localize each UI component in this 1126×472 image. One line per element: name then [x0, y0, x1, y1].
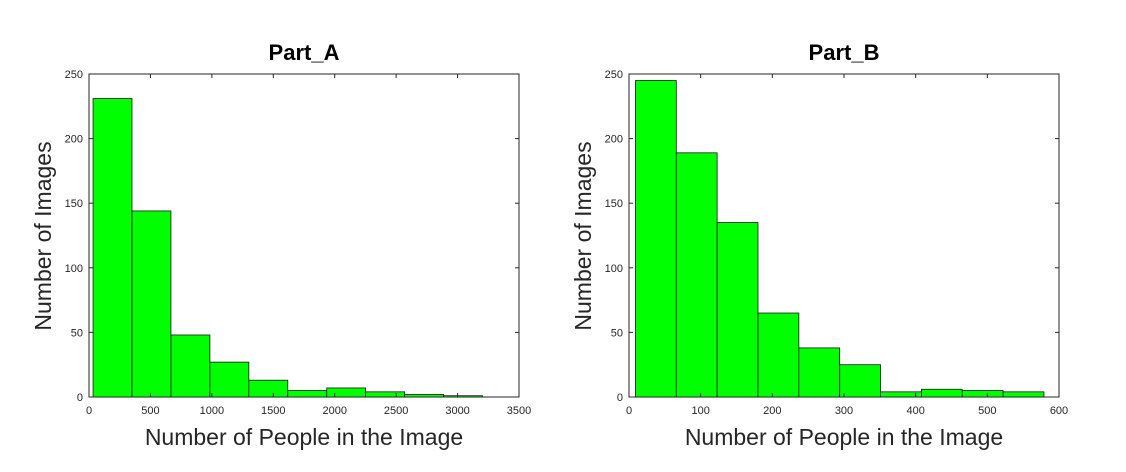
- x-tick-label: 0: [626, 405, 632, 417]
- y-tick-label: 0: [77, 392, 83, 404]
- x-tick-label: 2000: [322, 405, 346, 417]
- histogram-bar: [635, 80, 677, 398]
- x-tick-label: 2500: [384, 405, 408, 417]
- histogram-bar: [961, 390, 1004, 398]
- x-tick-label: 500: [978, 405, 996, 417]
- x-tick-label: 500: [141, 405, 159, 417]
- histogram-bar: [365, 391, 406, 398]
- x-tick-label: 400: [906, 405, 924, 417]
- x-tick-label: 100: [691, 405, 709, 417]
- x-tick-label: 600: [1050, 405, 1068, 417]
- y-tick-label: 0: [617, 392, 623, 404]
- x-tick-label: 1500: [261, 405, 285, 417]
- chart-title: Part_B: [809, 40, 880, 65]
- histogram-part-b: Part_B Number of People in the Image Num…: [570, 40, 1068, 450]
- y-tick-label: 50: [71, 327, 83, 339]
- y-axis-label: Number of Images: [30, 141, 56, 330]
- histogram-bar: [921, 388, 963, 398]
- histogram-bar: [839, 364, 881, 398]
- y-tick-label: 250: [605, 69, 623, 81]
- x-tick-label: 1000: [200, 405, 224, 417]
- histogram-bar: [131, 210, 172, 398]
- x-tick-label: 200: [763, 405, 781, 417]
- y-tick-label: 200: [65, 134, 83, 146]
- x-axis-label: Number of People in the Image: [685, 424, 1003, 450]
- x-tick-label: 3000: [445, 405, 469, 417]
- histogram-bar: [92, 98, 133, 398]
- histogram-bar: [248, 379, 289, 398]
- y-tick-label: 200: [605, 134, 623, 146]
- histogram-bar: [287, 390, 328, 398]
- histogram-bar: [798, 347, 841, 398]
- chart-title: Part_A: [269, 40, 340, 65]
- y-tick-label: 100: [605, 263, 623, 275]
- x-tick-label: 0: [86, 405, 92, 417]
- y-tick-label: 50: [611, 327, 623, 339]
- histogram-bar: [443, 395, 483, 398]
- histogram-bar: [716, 222, 759, 398]
- histogram-bar: [757, 312, 800, 398]
- x-tick-label: 3500: [507, 405, 531, 417]
- histogram-bar: [675, 152, 718, 398]
- histogram-bar: [326, 387, 367, 398]
- y-tick-label: 250: [65, 69, 83, 81]
- histogram-bar: [170, 334, 211, 398]
- y-axis-label: Number of Images: [570, 141, 596, 330]
- histogram-bar: [209, 361, 250, 398]
- y-tick-label: 100: [65, 263, 83, 275]
- histogram-bar: [404, 394, 444, 398]
- y-tick-label: 150: [605, 198, 623, 210]
- histogram-bar: [1002, 391, 1045, 398]
- x-tick-label: 300: [835, 405, 853, 417]
- histogram-part-a: Part_A Number of People in the Image Num…: [30, 40, 531, 450]
- x-axis-label: Number of People in the Image: [145, 424, 463, 450]
- y-tick-label: 150: [65, 198, 83, 210]
